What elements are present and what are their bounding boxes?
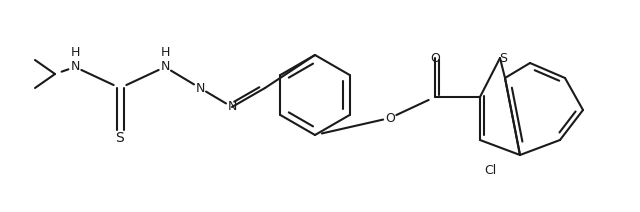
Text: O: O — [430, 52, 440, 64]
Text: N: N — [227, 100, 237, 113]
Text: H: H — [70, 46, 80, 59]
Text: S: S — [499, 52, 507, 64]
Text: Cl: Cl — [484, 163, 496, 177]
Text: S: S — [116, 131, 124, 145]
Text: O: O — [385, 112, 395, 124]
Text: N: N — [70, 60, 80, 74]
Text: N: N — [160, 60, 170, 74]
Text: N: N — [195, 81, 205, 95]
Text: H: H — [160, 46, 170, 59]
